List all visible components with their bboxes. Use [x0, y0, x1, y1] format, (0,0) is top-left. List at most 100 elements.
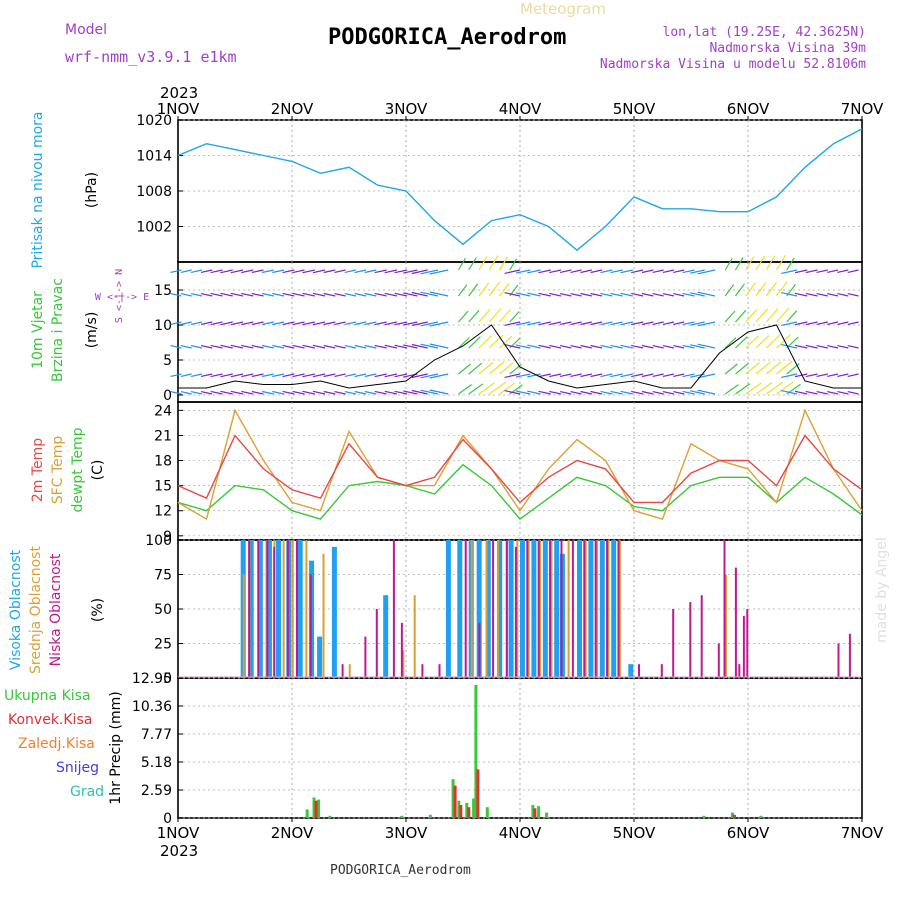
cloud-bar: [496, 540, 499, 678]
cloud-y-tick-label: 50: [154, 602, 172, 618]
wind-arrow: [210, 292, 223, 297]
wind-arrow: [580, 390, 592, 395]
cloud-bar: [606, 540, 609, 678]
wind-arrow: [509, 258, 518, 271]
wind-arrow: [805, 344, 818, 349]
wind-arrow: [580, 292, 592, 297]
cloud-bar: [297, 540, 303, 678]
wind-arrow: [312, 344, 326, 349]
wind-arrow: [374, 292, 387, 297]
wind-arrow: [765, 361, 782, 375]
precip-bar: [545, 812, 549, 818]
wind-arrow: [775, 254, 786, 271]
wind-arrow: [302, 390, 315, 395]
temp-unit: (C): [90, 460, 106, 481]
precip-legend-item: Ukupna Kisa: [4, 688, 91, 704]
wind-arrow: [662, 373, 675, 377]
wind-arrow: [230, 269, 244, 274]
wind-arrow: [220, 390, 233, 395]
cloud-bar: [583, 540, 586, 678]
wind-arrow: [690, 321, 705, 326]
cloud-bar: [317, 636, 323, 678]
wind-arrow: [302, 269, 315, 274]
wind-arrow: [620, 344, 633, 349]
wind-arrow: [468, 362, 483, 375]
wind-arrow: [600, 390, 613, 395]
cloud-bar: [413, 595, 416, 678]
wind-arrow: [527, 269, 541, 274]
cloud-bar: [485, 540, 488, 678]
wind-arrow: [403, 344, 418, 349]
wind-arrow: [394, 344, 408, 349]
top-x-tick-label: 2NOV: [271, 100, 314, 118]
wind-arrow: [794, 269, 808, 274]
wind-arrow: [735, 362, 749, 375]
pressure-unit: (hPa): [84, 172, 100, 208]
wind-arrow: [180, 391, 192, 395]
wind-arrow: [210, 321, 223, 326]
wind-arrow: [282, 373, 295, 378]
wind-arrow: [364, 373, 377, 378]
wind-arrow: [374, 321, 387, 326]
wind-y-tick-label: 15: [154, 283, 172, 299]
top-x-tick-label: 3NOV: [385, 100, 428, 118]
wind-arrow: [538, 321, 551, 326]
wind-arrow: [200, 293, 213, 297]
wind-arrow: [200, 345, 213, 349]
wind-arrow: [499, 335, 513, 349]
wind-arrow: [458, 384, 473, 395]
wind-arrow: [230, 373, 244, 378]
pressure-panel: Pritisak na nivou mora (hPa) 1020 1014 100…: [30, 111, 863, 269]
wind-arrow: [403, 321, 418, 326]
wind-arrow: [794, 390, 808, 395]
wind-arrow: [488, 255, 499, 271]
cloud-bar: [505, 540, 508, 678]
wind-arrow: [620, 321, 633, 326]
wind-arrow: [515, 344, 531, 349]
wind-arrow: [794, 344, 808, 349]
wind-arrow: [323, 321, 336, 326]
wind-arrow: [334, 293, 346, 297]
wind-arrow: [538, 390, 551, 395]
wind-arrow: [403, 292, 418, 297]
wind-arrow: [745, 335, 759, 349]
cloud-bar: [400, 622, 403, 678]
year-bottom: 2023: [160, 842, 198, 860]
wind-arrow: [765, 255, 776, 271]
cloud-bar: [567, 540, 570, 678]
cloud-bar: [588, 540, 594, 678]
wind-arrow: [641, 390, 654, 395]
wind-arrow: [210, 269, 223, 274]
wind-arrow: [600, 373, 613, 378]
wind-arrow: [781, 292, 798, 297]
bottom-x-tick-label: 2NOV: [271, 824, 314, 842]
precip-bar: [485, 807, 489, 818]
cloud-bar: [497, 540, 503, 678]
wind-arrow: [272, 373, 285, 378]
wind-arrow: [827, 321, 839, 325]
wind-arrow: [570, 373, 582, 377]
cloud-bar: [738, 664, 741, 678]
wind-arrow: [334, 321, 346, 325]
wind-arrow: [837, 391, 849, 395]
precip-bar: [314, 800, 318, 818]
cloud-bar: [550, 540, 553, 678]
wind-arrow: [230, 390, 244, 395]
precip-y-tick-label: 0: [163, 811, 172, 827]
cloud-bar: [383, 595, 389, 678]
altitude-label: Nadmorska Visina 39m: [709, 41, 866, 56]
wind-arrow: [765, 308, 779, 323]
wind-arrow: [420, 373, 439, 379]
wind-arrow: [411, 321, 428, 327]
wind-arrow: [200, 391, 213, 395]
wind-arrow: [620, 373, 633, 378]
cloud-bar: [672, 609, 675, 678]
wind-arrow: [170, 391, 182, 395]
dewpoint-series: [177, 463, 863, 521]
wind-arrow: [735, 383, 751, 395]
precip-bar: [537, 806, 541, 818]
wind-arrow: [570, 345, 582, 349]
wind-arrow: [610, 344, 623, 349]
wind-arrow: [241, 292, 254, 297]
wind-arrow: [515, 390, 531, 395]
